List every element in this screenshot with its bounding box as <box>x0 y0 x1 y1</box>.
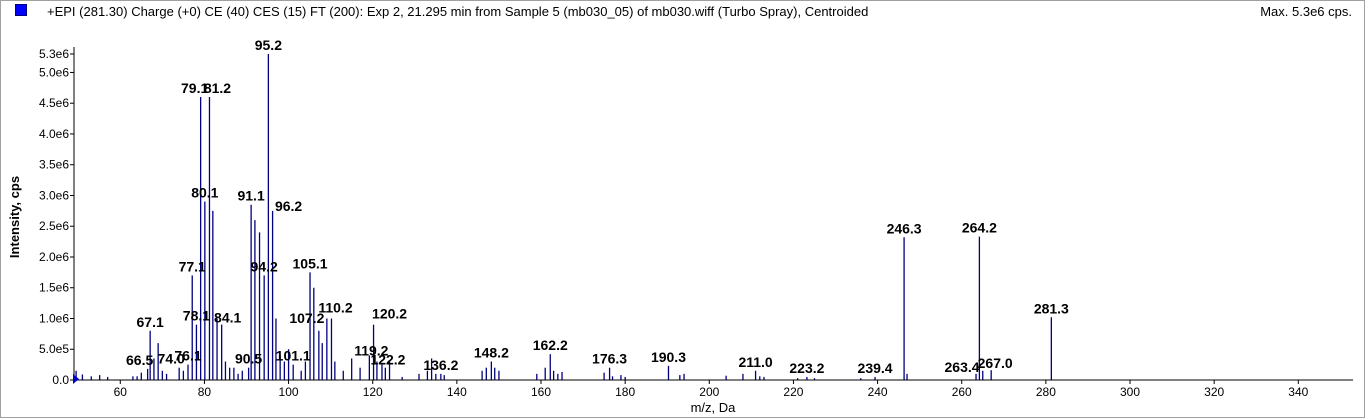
y-tick-label: 3.5e6 <box>39 158 69 172</box>
x-tick-label: 340 <box>1288 385 1308 399</box>
y-tick-label: 4.0e6 <box>39 127 69 141</box>
chart-header: +EPI (281.30) Charge (+0) CE (40) CES (1… <box>1 1 1364 23</box>
peak-label-246-3: 246.3 <box>887 220 922 236</box>
y-tick-label: 5.3e6 <box>39 47 69 61</box>
peak-label-79-1: 79.1 <box>181 80 208 96</box>
max-intensity-label: Max. 5.3e6 cps. <box>1260 4 1352 19</box>
peak-label-84-1: 84.1 <box>214 310 241 326</box>
peak-label-120-2: 120.2 <box>372 306 407 322</box>
series-swatch-icon <box>15 4 27 16</box>
axes-layer <box>73 47 1353 381</box>
peak-label-264-2: 264.2 <box>962 220 997 236</box>
peak-label-162-2: 162.2 <box>533 337 568 353</box>
peak-label-223-2: 223.2 <box>789 360 824 376</box>
peak-labels-layer: 67.1 66.5 74.076.1 77.1 78.1 79.1 80.1 81.2 84.1… <box>126 37 1069 376</box>
y-tick-label: 1.5e6 <box>39 281 69 295</box>
peak-label-67-1: 67.1 <box>137 314 164 330</box>
x-axis-label: m/z, Da <box>691 400 737 415</box>
y-tick-label: 1.0e6 <box>39 311 69 325</box>
peak-label-148-2: 148.2 <box>474 345 509 361</box>
y-tick-label: 2.5e6 <box>39 219 69 233</box>
peak-label-211-0: 211.0 <box>738 354 772 370</box>
x-tick-label: 120 <box>363 385 383 399</box>
x-tick-label: 220 <box>783 385 803 399</box>
y-ticks-layer: 0.0 5.0e5 1.0e6 1.5e6 2.0e6 2.5e6 3.0e6 3.5e6 4.… <box>39 47 74 387</box>
x-tick-label: 100 <box>279 385 299 399</box>
y-tick-label: 2.0e6 <box>39 250 69 264</box>
peak-label-110-2: 110.2 <box>318 299 352 315</box>
peak-label-80-1: 80.1 <box>191 185 218 201</box>
x-tick-label: 200 <box>699 385 719 399</box>
peak-label-94-2: 94.2 <box>251 258 278 274</box>
x-tick-label: 80 <box>198 385 212 399</box>
peak-label-74-0: 74.0 <box>158 351 185 367</box>
peak-label-77-1: 77.1 <box>179 258 206 274</box>
peak-label-76-1: 76.1 <box>174 348 201 364</box>
y-tick-label: 3.0e6 <box>39 188 69 202</box>
peaks-layer <box>75 54 1052 380</box>
peak-label-122-2: 122.2 <box>370 352 405 368</box>
peak-label-239-4: 239.4 <box>858 360 893 376</box>
y-tick-label: 5.0e5 <box>39 342 69 356</box>
peak-label-263-4: 263.4 <box>945 359 980 375</box>
y-tick-label: 4.5e6 <box>39 96 69 110</box>
peak-label-281-3: 281.3 <box>1034 300 1069 316</box>
x-tick-label: 300 <box>1120 385 1140 399</box>
peak-label-190-3: 190.3 <box>651 349 686 365</box>
x-tick-label: 280 <box>1036 385 1056 399</box>
peak-label-176-3: 176.3 <box>592 351 627 367</box>
peak-label-119-2: 119.2 <box>354 342 388 358</box>
chart-title: +EPI (281.30) Charge (+0) CE (40) CES (1… <box>47 4 869 19</box>
peak-label-267-0: 267.0 <box>978 355 1013 371</box>
x-tick-label: 180 <box>615 385 635 399</box>
y-axis-label: Intensity, cps <box>7 176 22 258</box>
x-tick-label: 260 <box>952 385 972 399</box>
peak-label-66-5: 66.5 <box>126 352 153 368</box>
x-tick-label: 140 <box>447 385 467 399</box>
peak-label-105-1: 105.1 <box>293 255 328 271</box>
peak-label-136-2: 136.2 <box>423 357 458 373</box>
x-tick-label: 240 <box>868 385 888 399</box>
x-tick-label: 160 <box>531 385 551 399</box>
peak-label-107-2: 107.2 <box>289 310 324 326</box>
peak-label-91-1: 91.1 <box>237 188 264 204</box>
x-ticks-layer: 60 80 100 120 140 160 180 200 220 240 260 280 300 320… <box>114 380 1309 399</box>
x-tick-label: 320 <box>1204 385 1224 399</box>
y-tick-label: 5.0e6 <box>39 65 69 79</box>
peak-label-81-2: 81.2 <box>204 80 231 96</box>
x-tick-label: 60 <box>114 385 128 399</box>
peak-label-101-1: 101.1 <box>276 348 311 364</box>
axis-origin-marker-icon <box>73 374 79 384</box>
peak-label-95-2: 95.2 <box>255 37 282 53</box>
y-tick-label: 0.0 <box>52 373 69 387</box>
peak-label-78-1: 78.1 <box>183 308 210 324</box>
peak-label-90-5: 90.5 <box>235 351 262 367</box>
peak-label-96-2: 96.2 <box>275 198 302 214</box>
